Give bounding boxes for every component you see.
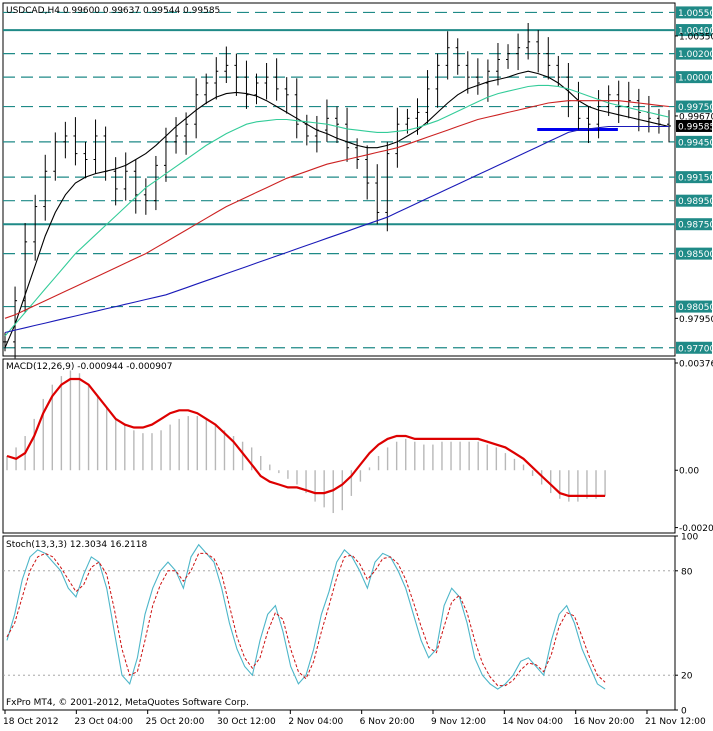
stoch-title: Stoch(13,3,3) 12.3034 16.2118 [6,540,147,550]
stoch-tick-label: 100 [681,533,698,543]
stoch-signal-line [6,552,606,687]
macd-pane-frame [2,358,676,534]
stoch-pane-frame [2,535,676,711]
price-level-tag [676,341,712,354]
stoch-main-line [6,543,606,690]
copyright-text: FxPro MT4, © 2001-2012, MetaQuotes Softw… [6,698,249,708]
moving-average-line [4,70,670,349]
price-level-tag [676,171,712,184]
price-level-tag [676,300,712,313]
price-level-label: 0.99150 [678,174,713,184]
price-level-tag [676,194,712,207]
price-level-label: 1.00000 [678,74,713,84]
x-tick-label: 9 Nov 12:00 [431,717,486,727]
price-chart-title: USDCAD,H4 0.99600 0.99637 0.99544 0.9958… [6,6,220,16]
price-level-tag [676,218,712,231]
price-level-tag [676,100,712,113]
x-tick-label: 21 Nov 12:00 [645,717,706,727]
moving-average-line [4,84,670,337]
moving-average-line [4,100,670,319]
price-level-label: 0.99450 [678,138,713,148]
price-level-label: 0.98050 [678,303,713,313]
x-axis: 18 Oct 2012 23 Oct 04:00 25 Oct 20:00 30 Oc… [3,710,706,727]
price-pane-frame [2,2,676,357]
price-level-tag [676,135,712,148]
price-level-label: 0.98750 [678,221,713,231]
price-level-label: 1.00550 [678,9,713,19]
macd-tick-label: 0.00376 [679,359,713,369]
stoch-pane: 100 80 20 0 [2,533,698,717]
x-tick-label: 2 Nov 04:00 [288,717,343,727]
price-tick-label: 0.97950 [679,315,713,325]
price-level-label: 0.98950 [678,197,713,207]
x-tick-label: 30 Oct 12:00 [217,717,276,727]
x-tick-label: 14 Nov 04:00 [502,717,563,727]
macd-signal-line [6,377,606,497]
price-level-label: 0.99750 [678,103,713,113]
x-tick-label: 16 Nov 20:00 [574,717,635,727]
price-tick-label: 0.99670 [679,112,713,122]
price-level-label: 1.00400 [678,27,713,37]
x-tick-label: 23 Oct 04:00 [74,717,133,727]
x-tick-label: 25 Oct 20:00 [146,717,205,727]
price-level-label: 1.00200 [678,50,713,60]
macd-tick-label: 0.00 [679,467,699,477]
macd-title: MACD(12,26,9) -0.000944 -0.000907 [6,362,172,372]
moving-average-line [4,125,669,334]
price-level-tag [676,6,712,19]
stoch-tick-label: 20 [681,672,693,682]
price-level-label: 0.98500 [678,250,713,260]
price-level-label: 0.97700 [678,344,713,354]
current-price-tag [676,119,712,132]
price-tick-label: 1.00350 [679,32,713,42]
x-tick-label: 6 Nov 20:00 [360,717,415,727]
price-level-tag [676,47,712,60]
stoch-tick-label: 80 [681,567,693,577]
current-price-label: 0.99585 [678,122,713,132]
stoch-tick-label: 0 [681,707,687,717]
price-level-tag [676,247,712,260]
price-level-tag [676,71,712,84]
price-level-tag [676,24,712,37]
x-tick-label: 18 Oct 2012 [3,717,59,727]
